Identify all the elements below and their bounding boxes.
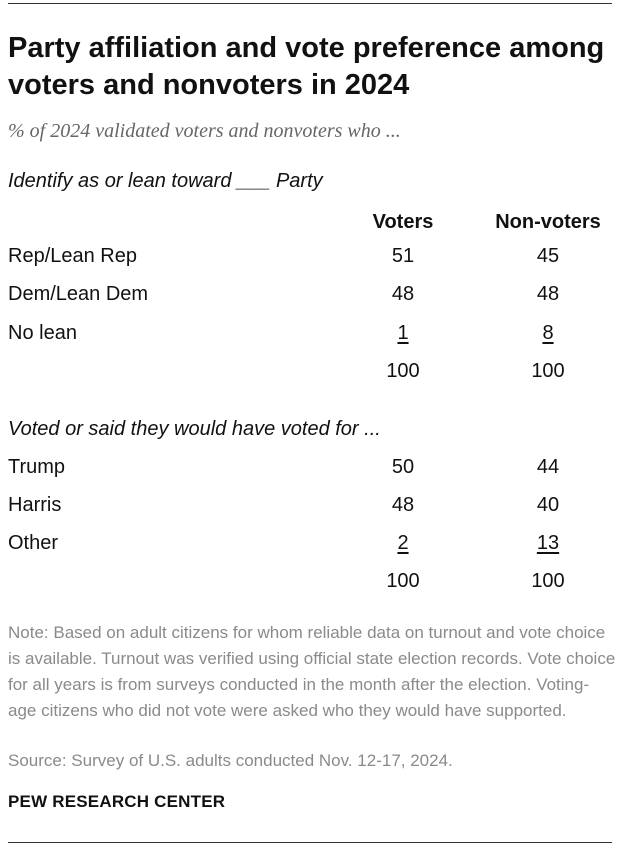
- total-row: 100 100: [0, 570, 620, 596]
- cell-voters: 48: [391, 494, 415, 516]
- cell-nonvoters-total: 100: [531, 570, 565, 592]
- section-heading-party: Identify as or lean toward ___ Party: [8, 170, 323, 192]
- column-header-voters: Voters: [372, 211, 434, 233]
- table-row: Dem/Lean Dem 48 48: [0, 283, 620, 309]
- table-row: Harris 48 40: [0, 494, 620, 520]
- cell-voters: 1: [397, 322, 409, 344]
- row-label: Trump: [8, 456, 66, 478]
- cell-nonvoters: 13: [536, 532, 560, 554]
- row-label: No lean: [8, 322, 77, 344]
- cell-nonvoters: 8: [542, 322, 554, 344]
- footnote: Note: Based on adult citizens for whom r…: [8, 623, 616, 720]
- row-label: Dem/Lean Dem: [8, 283, 149, 305]
- cell-nonvoters: 44: [536, 456, 560, 478]
- cell-voters: 48: [391, 283, 415, 305]
- bottom-rule: [8, 842, 612, 843]
- cell-nonvoters: 45: [536, 245, 560, 267]
- table-row: Rep/Lean Rep 51 45: [0, 245, 620, 271]
- cell-voters: 51: [391, 245, 415, 267]
- cell-voters: 50: [391, 456, 415, 478]
- cell-voters: 2: [397, 532, 409, 554]
- top-rule: [8, 3, 612, 4]
- section-heading-vote: Voted or said they would have voted for …: [8, 418, 381, 440]
- row-label: Other: [8, 532, 59, 554]
- cell-nonvoters-total: 100: [531, 360, 565, 382]
- row-label: Rep/Lean Rep: [8, 245, 137, 267]
- row-label: Harris: [8, 494, 62, 516]
- total-row: 100 100: [0, 360, 620, 386]
- table-row: No lean 1 8: [0, 322, 620, 348]
- cell-nonvoters: 40: [536, 494, 560, 516]
- brand-logo-text: PEW RESEARCH CENTER: [8, 792, 226, 811]
- table-row: Trump 50 44: [0, 456, 620, 482]
- table-row: Other 2 13: [0, 532, 620, 558]
- cell-voters-total: 100: [386, 570, 420, 592]
- source-line: Source: Survey of U.S. adults conducted …: [8, 751, 453, 770]
- chart-subtitle: % of 2024 validated voters and nonvoters…: [8, 120, 401, 142]
- column-header-nonvoters: Non-voters: [495, 211, 601, 233]
- cell-nonvoters: 48: [536, 283, 560, 305]
- chart-title: Party affiliation and vote preference am…: [8, 32, 605, 101]
- cell-voters-total: 100: [386, 360, 420, 382]
